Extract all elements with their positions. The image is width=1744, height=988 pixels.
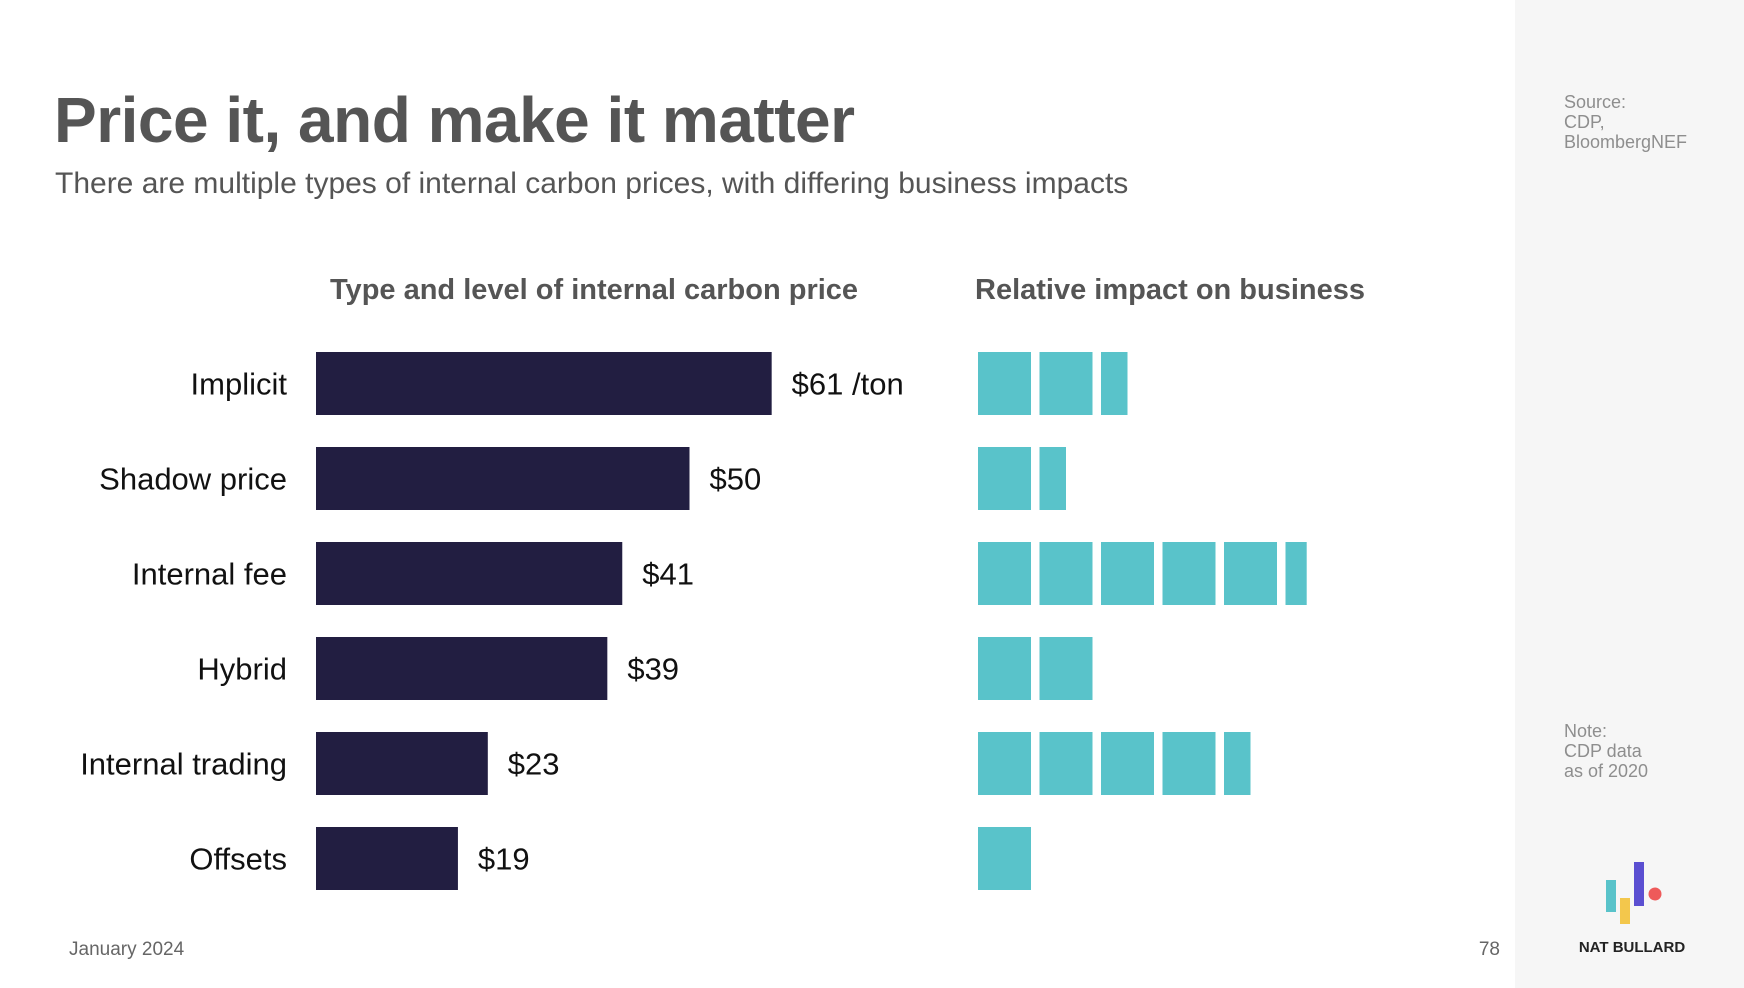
impact-block bbox=[1039, 732, 1093, 795]
impact-block bbox=[978, 732, 1031, 795]
source-note: Source: CDP, BloombergNEF bbox=[1564, 92, 1688, 152]
price-value-label: $61 /ton bbox=[792, 367, 904, 402]
page-subtitle: There are multiple types of internal car… bbox=[55, 167, 1129, 200]
price-value-label: $41 bbox=[642, 557, 694, 592]
category-label: Internal fee bbox=[132, 557, 287, 592]
impact-block bbox=[1039, 637, 1093, 700]
price-bar bbox=[316, 542, 623, 605]
category-label: Implicit bbox=[191, 367, 288, 402]
price-chart-title: Type and level of internal carbon price bbox=[330, 274, 859, 306]
price-bar bbox=[316, 827, 458, 890]
impact-block bbox=[1224, 732, 1251, 795]
impact-block bbox=[978, 352, 1031, 415]
impact-block bbox=[1285, 542, 1307, 605]
price-value-label: $19 bbox=[478, 842, 530, 877]
impact-block bbox=[978, 827, 1031, 890]
impact-block bbox=[1101, 732, 1154, 795]
impact-block bbox=[1101, 542, 1154, 605]
category-label: Offsets bbox=[189, 842, 287, 877]
category-label: Hybrid bbox=[197, 652, 287, 687]
slide-main-area bbox=[0, 0, 1515, 988]
footer-date: January 2024 bbox=[69, 939, 185, 960]
price-bar bbox=[316, 447, 690, 510]
impact-block bbox=[1101, 352, 1128, 415]
price-value-label: $39 bbox=[627, 652, 679, 687]
brand-name: NAT BULLARD bbox=[1578, 939, 1686, 956]
impact-block bbox=[978, 542, 1031, 605]
price-bar bbox=[316, 637, 608, 700]
category-label: Shadow price bbox=[99, 462, 287, 497]
impact-block bbox=[978, 637, 1031, 700]
impact-block bbox=[1162, 732, 1216, 795]
impact-block bbox=[1039, 352, 1093, 415]
page-title: Price it, and make it matter bbox=[54, 84, 855, 156]
price-value-label: $50 bbox=[710, 462, 762, 497]
data-note: Note: CDP data as of 2020 bbox=[1564, 721, 1649, 781]
impact-chart-title: Relative impact on business bbox=[975, 274, 1366, 306]
impact-block bbox=[1162, 542, 1216, 605]
carbon-price-chart: Implicit $61 /ton Shadow price $50 Internal … bbox=[80, 352, 1307, 890]
impact-block bbox=[978, 447, 1031, 510]
price-value-label: $23 bbox=[508, 747, 560, 782]
price-bar bbox=[316, 352, 772, 415]
impact-block bbox=[1039, 447, 1066, 510]
impact-block bbox=[1039, 542, 1093, 605]
impact-block bbox=[1224, 542, 1277, 605]
slide-side-panel bbox=[1515, 0, 1744, 988]
price-bar bbox=[316, 732, 488, 795]
nat-bullard-logo bbox=[1606, 862, 1662, 924]
category-label: Internal trading bbox=[80, 747, 287, 782]
page-number: 78 bbox=[1478, 939, 1500, 960]
